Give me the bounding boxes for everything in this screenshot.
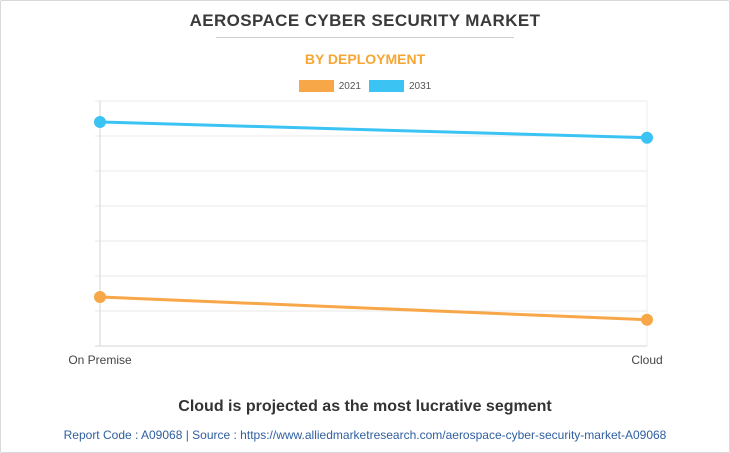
- legend-swatch-2031: [369, 80, 404, 92]
- x-tick-label: Cloud: [631, 353, 662, 367]
- chart-caption: Cloud is projected as the most lucrative…: [178, 398, 552, 415]
- legend-item-2031[interactable]: 2031: [369, 80, 431, 92]
- x-tick-label: On Premise: [68, 353, 132, 367]
- chart-subtitle: BY DEPLOYMENT: [304, 51, 426, 67]
- legend-item-2021[interactable]: 2021: [298, 80, 361, 92]
- chart-title: AEROSPACE CYBER SECURITY MARKET: [189, 11, 541, 30]
- data-point-2021-cloud[interactable]: [641, 313, 653, 326]
- chart-legend: 2021 2031: [0, 80, 730, 92]
- legend-swatch-2021: [298, 80, 334, 92]
- source-citation[interactable]: Report Code : A09068 | Source : https://…: [63, 428, 667, 442]
- title-divider: [216, 37, 514, 38]
- data-point-2031-cloud[interactable]: [641, 131, 653, 144]
- legend-label-2021: 2021: [338, 80, 361, 92]
- series-line-2031[interactable]: [98, 120, 649, 140]
- data-point-2031-on-premise[interactable]: [94, 116, 106, 128]
- series-line-2021[interactable]: [98, 295, 649, 322]
- legend-label-2031: 2031: [409, 80, 432, 92]
- data-point-2021-on-premise[interactable]: [94, 291, 106, 303]
